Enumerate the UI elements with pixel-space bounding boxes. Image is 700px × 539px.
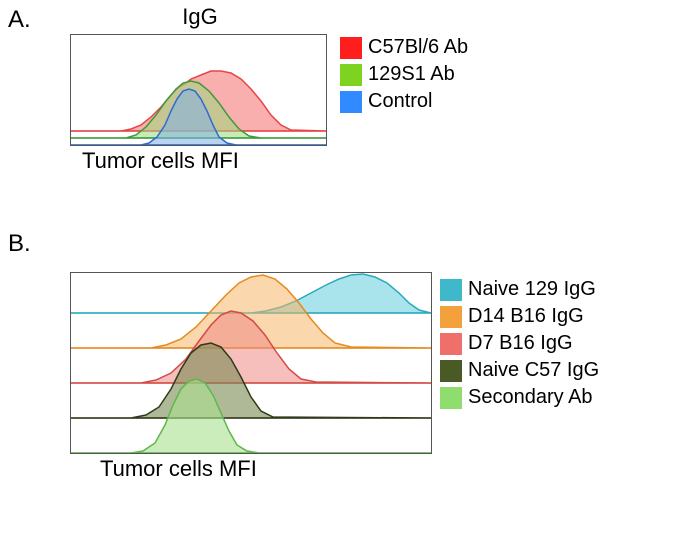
panel-a-chart (70, 34, 327, 146)
legend-label: Control (368, 90, 432, 113)
legend-swatch (440, 279, 462, 301)
panel-a-axis-label: Tumor cells MFI (82, 148, 239, 174)
legend-swatch (340, 91, 362, 113)
legend-item: Secondary Ab (440, 386, 599, 409)
legend-item: C57Bl/6 Ab (340, 36, 468, 59)
legend-label: C57Bl/6 Ab (368, 36, 468, 59)
panel-a-title: IgG (140, 4, 260, 30)
legend-item: 129S1 Ab (340, 63, 468, 86)
panel-b-chart (70, 272, 432, 454)
legend-swatch (440, 306, 462, 328)
legend-item: D7 B16 IgG (440, 332, 599, 355)
legend-label: Naive 129 IgG (468, 278, 596, 301)
legend-swatch (440, 333, 462, 355)
panel-b-legend: Naive 129 IgG D14 B16 IgG D7 B16 IgG Naive … (440, 278, 599, 413)
legend-label: Naive C57 IgG (468, 359, 599, 382)
panel-b-label: B. (8, 230, 31, 258)
legend-swatch (440, 387, 462, 409)
panel-a-legend: C57Bl/6 Ab 129S1 Ab Control (340, 36, 468, 117)
legend-swatch (440, 360, 462, 382)
legend-swatch (340, 64, 362, 86)
legend-label: 129S1 Ab (368, 63, 455, 86)
legend-item: Naive C57 IgG (440, 359, 599, 382)
legend-label: D7 B16 IgG (468, 332, 573, 355)
legend-item: Control (340, 90, 468, 113)
legend-item: D14 B16 IgG (440, 305, 599, 328)
panel-b-axis-label: Tumor cells MFI (100, 456, 257, 482)
legend-label: Secondary Ab (468, 386, 593, 409)
histogram-series (71, 89, 326, 145)
legend-swatch (340, 37, 362, 59)
panel-a-label: A. (8, 6, 31, 34)
legend-item: Naive 129 IgG (440, 278, 599, 301)
legend-label: D14 B16 IgG (468, 305, 584, 328)
